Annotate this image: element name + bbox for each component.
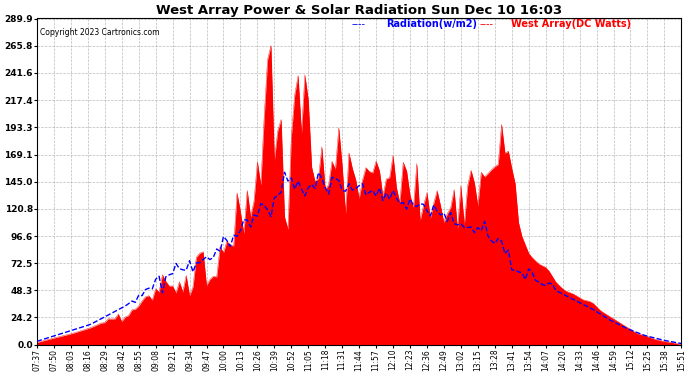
Text: ----: ----: [480, 20, 493, 29]
Text: Copyright 2023 Cartronics.com: Copyright 2023 Cartronics.com: [40, 28, 159, 37]
Text: ----: ----: [352, 20, 366, 29]
Title: West Array Power & Solar Radiation Sun Dec 10 16:03: West Array Power & Solar Radiation Sun D…: [156, 4, 562, 17]
Text: Radiation(w/m2): Radiation(w/m2): [386, 20, 477, 29]
Text: West Array(DC Watts): West Array(DC Watts): [511, 20, 631, 29]
